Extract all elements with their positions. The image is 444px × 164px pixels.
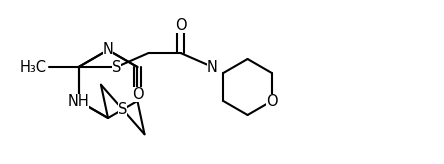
- Text: O: O: [131, 88, 143, 102]
- Text: H₃C: H₃C: [20, 60, 47, 74]
- Text: S: S: [112, 60, 121, 74]
- Text: N: N: [207, 60, 218, 74]
- Text: N: N: [103, 42, 113, 58]
- Text: O: O: [266, 93, 278, 109]
- Text: NH: NH: [67, 93, 89, 109]
- Text: S: S: [118, 102, 127, 117]
- Text: O: O: [175, 18, 186, 32]
